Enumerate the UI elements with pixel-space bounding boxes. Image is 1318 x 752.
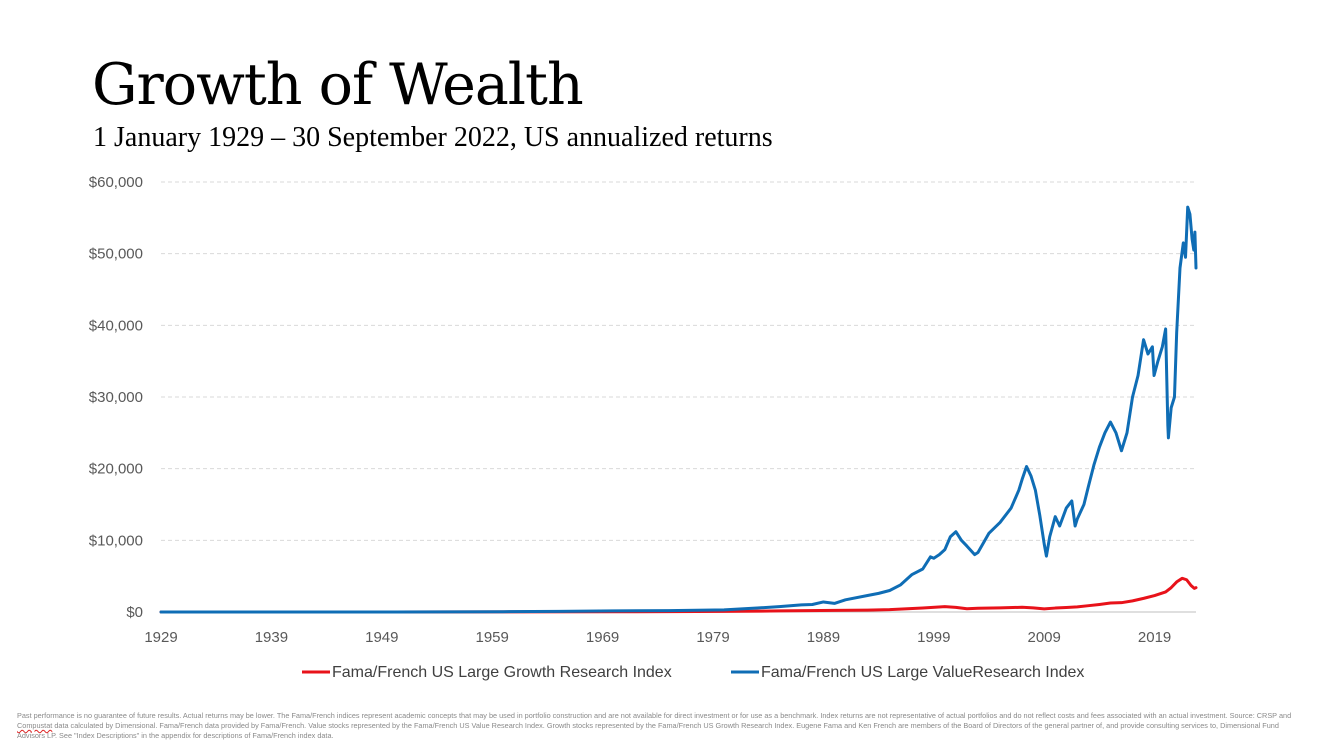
y-tick-label: $0	[126, 604, 143, 621]
legend-label: Fama/French US Large Growth Research Ind…	[332, 664, 672, 681]
y-tick-label: $30,000	[89, 389, 143, 406]
y-tick-label: $20,000	[89, 461, 143, 478]
chart-title: Growth of Wealth	[92, 52, 584, 118]
y-tick-label: $10,000	[89, 532, 143, 549]
chart-subtitle: 1 January 1929 – 30 September 2022, US a…	[93, 122, 773, 153]
x-tick-label: 2019	[1138, 629, 1171, 646]
x-tick-label: 1999	[917, 629, 950, 646]
footnote-flagged-word: Compustat	[17, 721, 53, 730]
x-tick-label: 1959	[476, 629, 509, 646]
y-tick-label: $50,000	[89, 246, 143, 263]
x-tick-label: 2009	[1028, 629, 1061, 646]
series-line-value	[159, 205, 1198, 614]
footnote-text-part2: data calculated by Dimensional. Fama/Fre…	[17, 721, 1279, 740]
x-tick-label: 1969	[586, 629, 619, 646]
x-tick-label: 1979	[696, 629, 729, 646]
y-tick-label: $40,000	[89, 317, 143, 334]
x-tick-label: 1929	[144, 629, 177, 646]
footnote-text-part1: Past performance is no guarantee of futu…	[17, 711, 1292, 720]
y-tick-label: $60,000	[89, 174, 143, 191]
x-tick-label: 1949	[365, 629, 398, 646]
x-tick-label: 1989	[807, 629, 840, 646]
series-line-growth	[159, 576, 1198, 614]
growth-of-wealth-chart: $0 $10,000 $20,000 $30,000 $40,000 $50,000 $60…	[89, 174, 1198, 681]
x-tick-label: 1939	[255, 629, 288, 646]
disclaimer-footnote: Past performance is no guarantee of futu…	[17, 711, 1307, 741]
legend-label: Fama/French US Large ValueResearch Index	[761, 664, 1084, 681]
